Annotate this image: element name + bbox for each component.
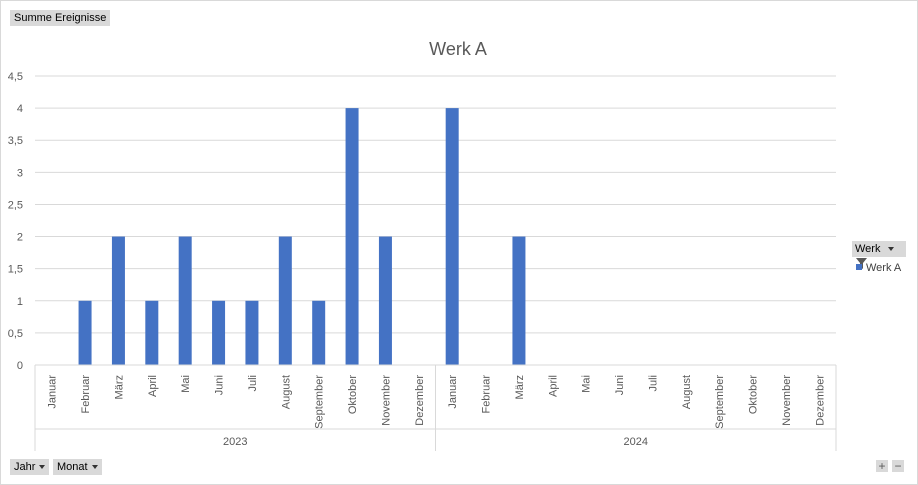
bar[interactable] <box>78 300 92 365</box>
legend-item-label: Werk A <box>866 262 902 274</box>
dropdown-icon <box>887 247 894 252</box>
y-tick-label: 0,5 <box>8 328 23 340</box>
minus-icon: − <box>894 459 902 473</box>
values-field-label: Summe Ereignisse <box>14 12 107 24</box>
x-tick-label: November <box>781 375 793 426</box>
y-tick-label: 3 <box>17 167 23 179</box>
x-tick-label: September <box>714 375 726 429</box>
bar[interactable] <box>445 108 459 365</box>
group-label: 2023 <box>223 436 247 448</box>
legend-swatch <box>856 264 862 270</box>
x-tick-label: Juli <box>247 375 259 392</box>
collapse-button[interactable]: − <box>892 460 904 472</box>
x-tick-label: Februar <box>80 375 92 414</box>
x-tick-label: Mai <box>180 375 192 393</box>
bar[interactable] <box>145 300 159 365</box>
x-tick-label: Oktober <box>748 375 760 414</box>
dropdown-icon <box>91 465 98 470</box>
legend-filter-label: Werk <box>855 243 881 255</box>
expand-button[interactable]: + <box>876 460 888 472</box>
y-tick-label: 2,5 <box>8 199 23 211</box>
filter-icon <box>856 258 867 269</box>
x-tick-label: Dezember <box>414 375 426 426</box>
bar[interactable] <box>178 236 192 365</box>
legend-filter-button[interactable]: Werk <box>852 241 906 269</box>
y-tick-label: 1,5 <box>8 264 23 276</box>
bar[interactable] <box>312 300 326 365</box>
x-tick-label: Juli <box>647 375 659 392</box>
x-axis: Januar Februar März April Mai Juni Juli August S… <box>34 364 837 451</box>
bars <box>78 108 526 365</box>
x-tick-label: Februar <box>481 375 493 414</box>
chart-title: Werk A <box>429 39 487 59</box>
legend-item-werk-a: Werk A <box>856 262 901 274</box>
plus-icon: + <box>878 459 886 473</box>
x-tick-label: Januar <box>447 375 459 409</box>
x-tick-label: Oktober <box>347 375 359 414</box>
x-tick-label: April <box>547 375 559 397</box>
bar[interactable] <box>378 236 392 365</box>
monat-field-label: Monat <box>57 461 88 473</box>
x-tick-label: August <box>681 375 693 409</box>
jahr-field-label: Jahr <box>14 461 36 473</box>
bar[interactable] <box>212 300 226 365</box>
x-tick-label: September <box>314 375 326 429</box>
y-tick-label: 3,5 <box>8 135 23 147</box>
x-tick-label: Juni <box>614 375 626 395</box>
y-tick-label: 1 <box>17 296 23 308</box>
bar[interactable] <box>245 300 259 365</box>
jahr-field-button[interactable]: Jahr <box>10 459 50 475</box>
x-tick-label: August <box>280 375 292 409</box>
bar[interactable] <box>345 108 359 365</box>
y-tick-label: 4 <box>17 103 23 115</box>
bar[interactable] <box>278 236 292 365</box>
x-tick-label: April <box>147 375 159 397</box>
x-tick-label: November <box>380 375 392 426</box>
y-axis-ticks: 0 0,5 1 1,5 2 2,5 3 3,5 4 4,5 <box>8 71 23 372</box>
x-tick-label: Dezember <box>814 375 826 426</box>
monat-field-button[interactable]: Monat <box>53 459 102 475</box>
y-tick-label: 2 <box>17 232 23 244</box>
dropdown-icon <box>39 465 46 470</box>
bar[interactable] <box>512 236 526 365</box>
bar[interactable] <box>111 236 125 365</box>
x-tick-label: Januar <box>47 375 59 409</box>
x-tick-label: Juni <box>214 375 226 395</box>
values-field-button[interactable]: Summe Ereignisse <box>10 10 111 26</box>
y-tick-label: 0 <box>17 360 23 372</box>
y-tick-label: 4,5 <box>8 71 23 83</box>
x-tick-label: Mai <box>581 375 593 393</box>
group-label: 2024 <box>624 436 648 448</box>
x-tick-label: März <box>113 375 125 399</box>
x-tick-label: März <box>514 375 526 399</box>
